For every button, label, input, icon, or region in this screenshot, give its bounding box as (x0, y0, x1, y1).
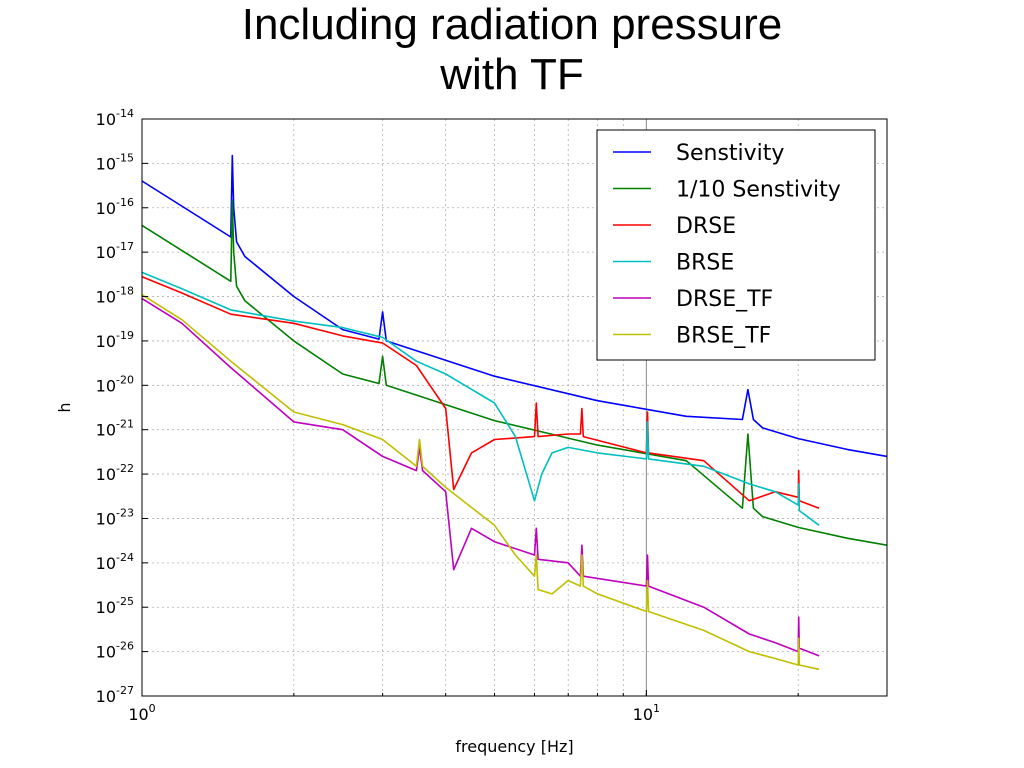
y-tick-label: 10-19 (96, 329, 134, 351)
legend-label: DRSE_TF (676, 287, 773, 312)
y-tick-base: 10 (96, 243, 116, 262)
y-tick-exponent: -18 (116, 285, 134, 298)
y-axis-label: h (55, 402, 74, 412)
y-tick-exponent: -20 (116, 373, 134, 386)
legend-label: BRSE_TF (676, 324, 771, 349)
slide-title-line-2: with TF (440, 50, 584, 99)
y-tick-exponent: -24 (116, 551, 134, 564)
legend: Senstivity 1/10 Senstivity DRSE BRSE DRSE_TF… (596, 129, 876, 361)
y-tick-exponent: -26 (116, 640, 134, 653)
axis-ticks: 10-1410-1510-1610-1710-1810-1910-2010-21… (96, 107, 799, 724)
y-tick-exponent: -17 (116, 240, 134, 253)
y-tick-base: 10 (96, 687, 116, 706)
x-tick-label: 100 (128, 702, 155, 724)
series-line-6 (141, 294, 820, 671)
slide-title-line-1: Including radiation pressure (241, 0, 783, 49)
y-tick-label: 10-17 (96, 240, 134, 262)
series-line-2 (141, 199, 888, 546)
x-tick-base: 10 (633, 705, 653, 724)
y-tick-label: 10-27 (96, 684, 134, 706)
x-axis-label: frequency [Hz] (455, 737, 573, 756)
y-tick-exponent: -27 (116, 684, 134, 697)
y-tick-label: 10-16 (96, 196, 134, 218)
y-tick-base: 10 (96, 199, 116, 218)
y-tick-base: 10 (96, 288, 116, 307)
y-tick-exponent: -19 (116, 329, 134, 342)
y-tick-exponent: -14 (116, 107, 134, 120)
series-line-4 (141, 271, 820, 526)
y-tick-exponent: -16 (116, 196, 134, 209)
y-tick-base: 10 (96, 643, 116, 662)
x-tick-exponent: 0 (149, 702, 156, 715)
y-tick-label: 10-25 (96, 595, 134, 617)
y-tick-base: 10 (96, 598, 116, 617)
y-tick-base: 10 (96, 332, 116, 351)
y-tick-exponent: -25 (116, 595, 134, 608)
y-tick-exponent: -21 (116, 418, 134, 431)
y-tick-base: 10 (96, 421, 116, 440)
series-lines (141, 154, 888, 671)
y-tick-label: 10-22 (96, 462, 134, 484)
legend-label: 1/10 Senstivity (676, 178, 841, 203)
x-tick-label: 101 (633, 702, 660, 724)
slide-title: Including radiation pressure with TF (0, 0, 1024, 100)
y-tick-base: 10 (96, 554, 116, 573)
y-tick-exponent: -23 (116, 506, 134, 519)
legend-label: Senstivity (676, 141, 784, 166)
y-tick-label: 10-23 (96, 506, 134, 528)
y-tick-label: 10-14 (96, 107, 134, 129)
y-tick-label: 10-20 (96, 373, 134, 395)
y-tick-exponent: -15 (116, 151, 134, 164)
x-tick-base: 10 (128, 705, 148, 724)
series-line-5 (141, 297, 820, 657)
y-tick-label: 10-21 (96, 418, 134, 440)
y-tick-label: 10-26 (96, 640, 134, 662)
legend-label: BRSE (676, 251, 734, 276)
y-tick-base: 10 (96, 509, 116, 528)
series-line-3 (141, 275, 820, 509)
y-tick-base: 10 (96, 154, 116, 173)
y-tick-base: 10 (96, 465, 116, 484)
y-tick-base: 10 (96, 376, 116, 395)
y-tick-exponent: -22 (116, 462, 134, 475)
y-tick-label: 10-18 (96, 285, 134, 307)
y-tick-base: 10 (96, 110, 116, 129)
legend-label: DRSE (676, 214, 736, 239)
plot-area-frame (141, 118, 888, 697)
y-tick-label: 10-15 (96, 151, 134, 173)
y-tick-label: 10-24 (96, 551, 134, 573)
x-tick-exponent: 1 (653, 702, 660, 715)
legend-box (596, 129, 876, 361)
